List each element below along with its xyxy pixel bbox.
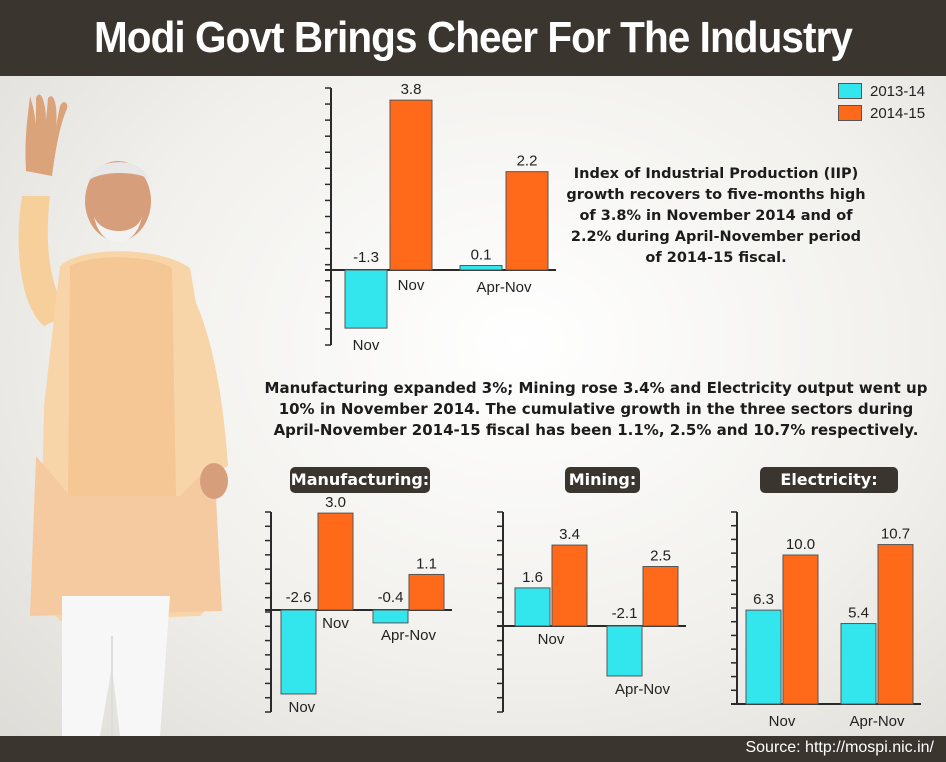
manufacturing-data-label: 1.1 — [416, 555, 437, 572]
iip-bar-nov-2013-14 — [344, 269, 388, 329]
manufacturing-category-label: Apr-Nov — [381, 627, 437, 644]
mining-data-label: 3.4 — [559, 526, 580, 543]
mining-bar-nov-2013-14 — [514, 587, 551, 627]
iip-data-label: 0.1 — [471, 247, 492, 264]
page-title: Modi Govt Brings Cheer For The Industry — [93, 13, 853, 62]
iip-data-label: -1.3 — [353, 249, 379, 266]
electricity-bar-nov-2013-14 — [745, 609, 782, 705]
electricity-bar-apr-nov-2013-14 — [840, 623, 877, 705]
legend-label-2013-14: 2013-14 — [870, 82, 926, 100]
manufacturing-bar-apr-nov-2013-14 — [372, 609, 409, 624]
manufacturing-data-label: 3.0 — [325, 494, 346, 511]
electricity-bar-nov-2014-15 — [782, 554, 819, 705]
manufacturing-bar-nov-2013-14 — [280, 609, 317, 695]
iip-category-label: Apr-Nov — [476, 279, 532, 296]
iip-category-label: Nov — [398, 277, 425, 294]
iip-bar-nov-2014-15 — [389, 99, 433, 271]
electricity-category-label: Apr-Nov — [849, 713, 905, 730]
manufacturing-bar-apr-nov-2014-15 — [408, 573, 445, 611]
person-illustration — [18, 94, 228, 736]
electricity-category-label: Nov — [769, 713, 796, 730]
footer-bar: Source: http://mospi.nic.in/ — [0, 736, 946, 762]
mining-data-label: 2.5 — [650, 548, 671, 565]
iip-bar-apr-nov-2014-15 — [505, 171, 549, 271]
mining-bar-apr-nov-2013-14 — [606, 625, 643, 677]
electricity-data-label: 5.4 — [848, 605, 869, 622]
iip-note: Index of Industrial Production (IIP) gro… — [566, 166, 866, 266]
manufacturing-data-label: -2.6 — [286, 589, 312, 606]
legend-label-2014-15: 2014-15 — [870, 104, 926, 122]
mining-category-label: Nov — [538, 631, 565, 648]
legend-swatch-2013-14 — [838, 83, 862, 99]
electricity-title: Electricity: — [760, 467, 898, 493]
mining-title: Mining: — [565, 467, 640, 493]
title-bar: Modi Govt Brings Cheer For The Industry — [0, 0, 946, 76]
mining-bar-apr-nov-2014-15 — [642, 566, 679, 627]
iip-data-label: 2.2 — [517, 153, 538, 170]
electricity-data-label: 10.0 — [786, 536, 815, 553]
legend-item-2013-14: 2013-14 — [838, 80, 925, 102]
sector-note: Manufacturing expanded 3%; Mining rose 3… — [264, 379, 928, 439]
mining-category-label: Apr-Nov — [615, 681, 671, 698]
legend-item-2014-15: 2014-15 — [838, 102, 925, 124]
iip-category-label: Nov — [353, 337, 380, 354]
manufacturing-category-label: Nov — [289, 699, 316, 716]
iip-data-label: 3.8 — [401, 81, 422, 98]
mining-bar-nov-2014-15 — [551, 544, 588, 627]
mining-data-label: -2.1 — [612, 605, 638, 622]
mining-data-label: 1.6 — [522, 569, 543, 586]
manufacturing-bar-nov-2014-15 — [317, 512, 354, 611]
manufacturing-data-label: -0.4 — [378, 589, 404, 606]
iip-bar-apr-nov-2013-14 — [459, 265, 503, 271]
electricity-data-label: 10.7 — [881, 526, 910, 543]
legend-swatch-2014-15 — [838, 105, 862, 121]
manufacturing-title: Manufacturing: — [290, 467, 430, 493]
source-text: Source: http://mospi.nic.in/ — [745, 739, 934, 756]
electricity-data-label: 6.3 — [753, 591, 774, 608]
electricity-bar-apr-nov-2014-15 — [877, 544, 914, 705]
legend: 2013-14 2014-15 — [838, 80, 925, 124]
manufacturing-category-label: Nov — [322, 615, 349, 632]
